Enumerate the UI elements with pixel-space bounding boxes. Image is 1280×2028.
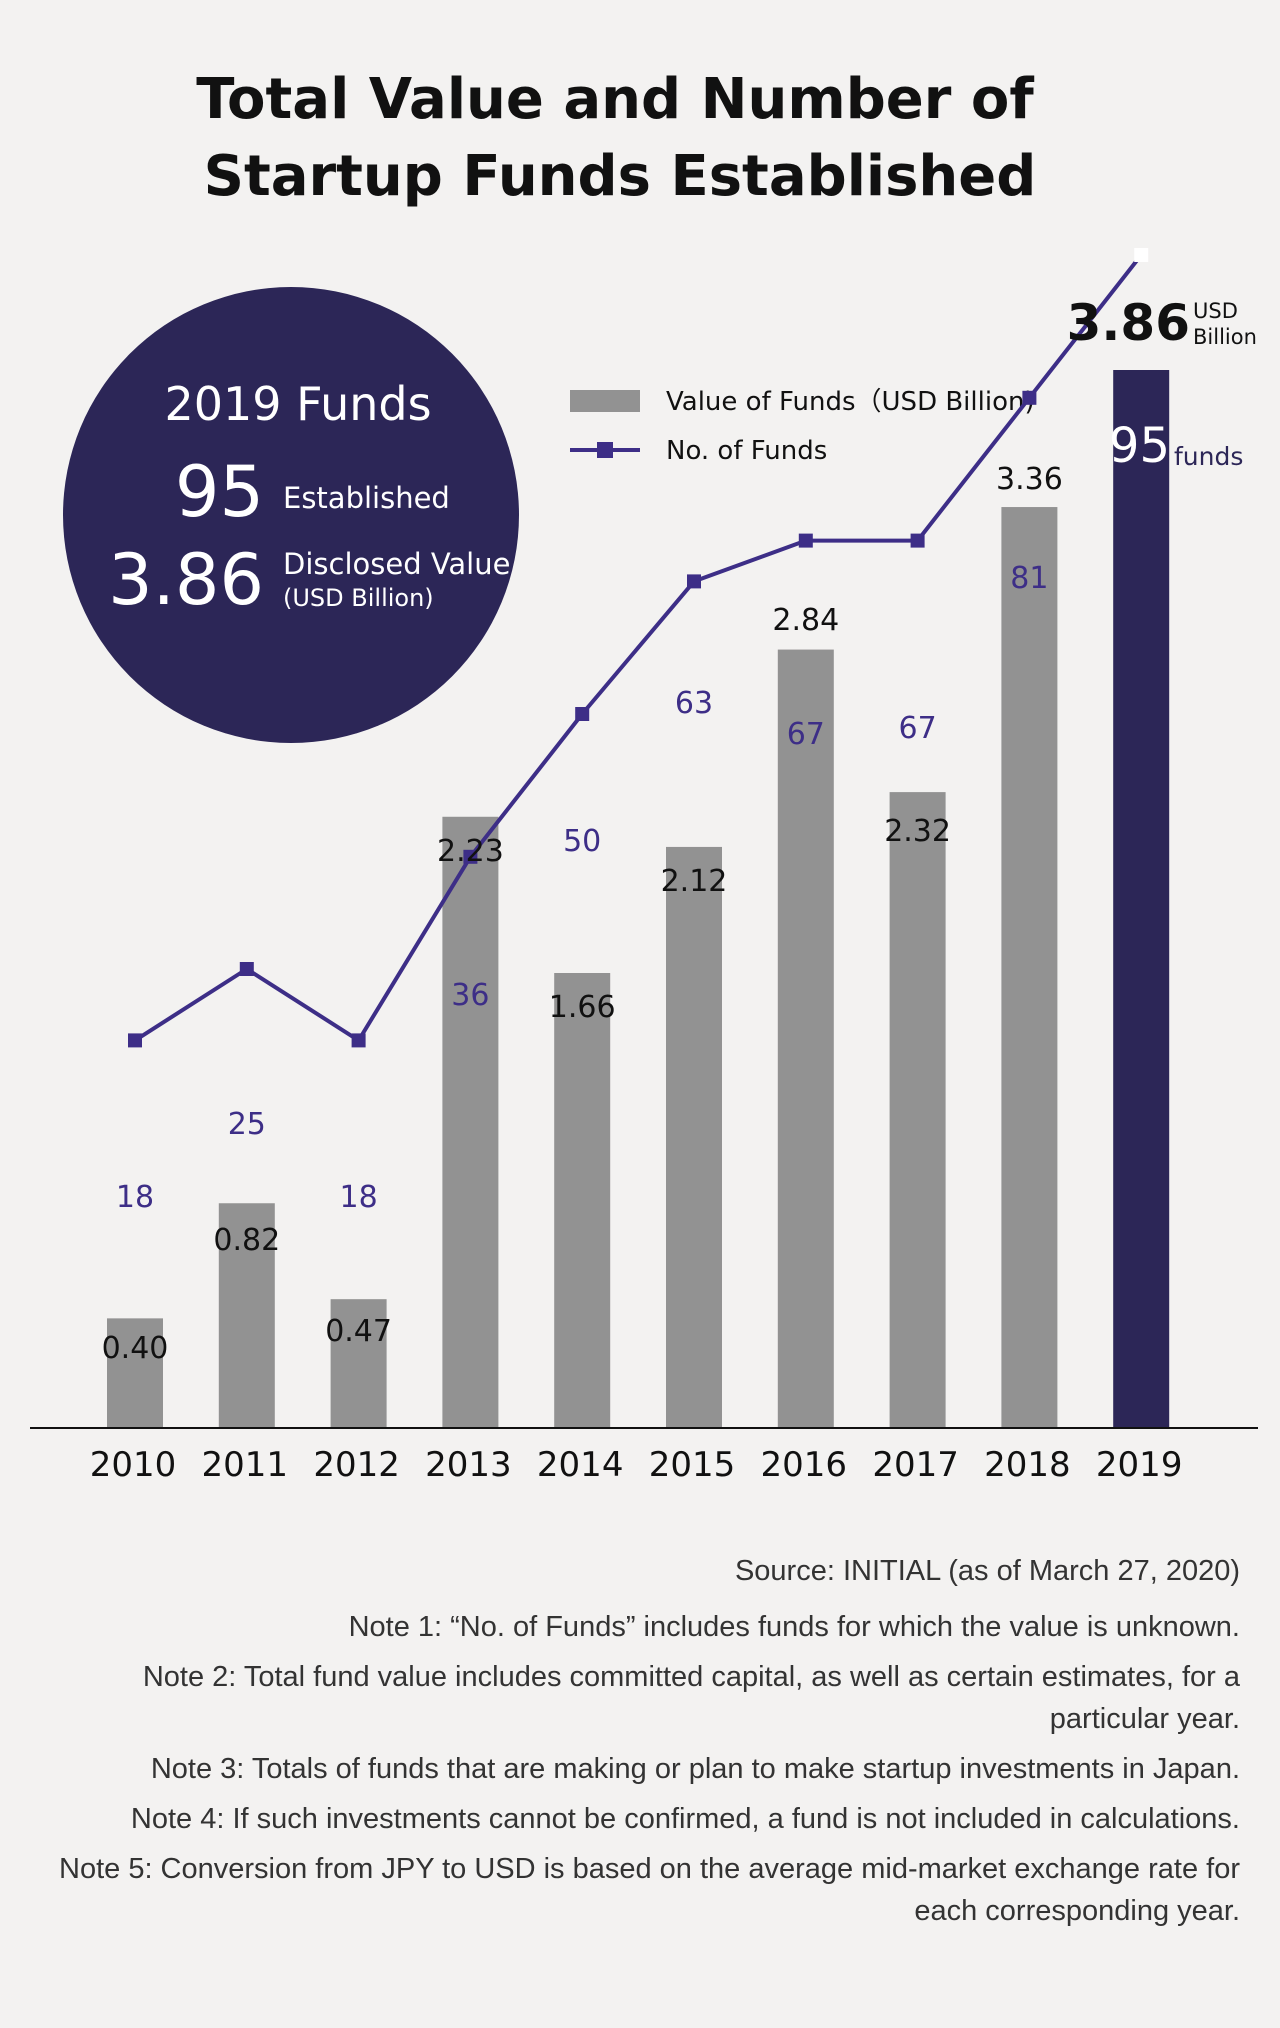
x-tick-2011: 2011 [202, 1445, 289, 1485]
last-point-unit: funds [1174, 442, 1243, 471]
x-tick-2019: 2019 [1096, 1445, 1183, 1485]
chart-title-line2: Startup Funds Established [204, 144, 1037, 209]
line-label-2018: 81 [1010, 561, 1048, 596]
last-bar-unit-line1: USD [1193, 299, 1238, 323]
bar-2010 [107, 1318, 163, 1428]
bar-2012 [330, 1299, 387, 1428]
bar-label-2011: 0.82 [213, 1223, 280, 1258]
bar-label-2010: 0.40 [102, 1331, 169, 1366]
chart-title-line1: Total Value and Number of [196, 67, 1034, 132]
x-tick-2017: 2017 [872, 1445, 959, 1485]
x-tick-2014: 2014 [537, 1445, 624, 1485]
note-1: Note 1: “No. of Funds” includes funds fo… [348, 1611, 1240, 1643]
bar-2016 [777, 649, 834, 1428]
bar-label-2016: 2.84 [772, 603, 839, 638]
legend-line-marker [597, 442, 613, 458]
legend-bar-label: Value of Funds（USD Billion) [666, 387, 1035, 417]
bar-2013 [442, 816, 499, 1428]
legend-line-label: No. of Funds [666, 436, 827, 466]
funds-marker-2017 [910, 533, 925, 548]
funds-marker-2012 [351, 1033, 366, 1048]
highlight-heading: 2019 Funds [164, 377, 431, 431]
funds-marker-2015 [687, 574, 701, 589]
funds-marker-2014 [575, 707, 590, 721]
funds-marker-2011 [239, 962, 254, 976]
line-label-2010: 18 [116, 1180, 154, 1215]
bar-2011 [218, 1203, 275, 1428]
x-tick-2013: 2013 [425, 1445, 512, 1485]
labels-layer: 0.40 0.82 0.47 2.23 1.66 2.12 2.84 2.32 3.36 3.86… [90, 294, 1190, 1485]
bar-label-2019: 3.86 [1067, 294, 1190, 352]
funds-marker-2016 [798, 533, 813, 548]
bars-layer [107, 370, 1170, 1428]
bar-2017 [889, 792, 946, 1428]
line-label-2014: 50 [563, 824, 601, 859]
bar-2018 [1001, 507, 1058, 1428]
highlight-value-label: Disclosed Value [283, 547, 510, 581]
funds-marker-2010 [128, 1033, 142, 1048]
line-label-2011: 25 [228, 1107, 266, 1142]
funds-count-line [133, 253, 1143, 1043]
x-tick-2015: 2015 [649, 1445, 736, 1485]
highlight-circle-group: 2019 Funds 95 Established 3.86 Disclosed… [63, 287, 519, 743]
line-layer [128, 248, 1149, 1048]
highlight-value-unit: (USD Billion) [283, 584, 434, 612]
note-2: Note 2: Total fund value includes commit… [142, 1661, 1240, 1735]
bar-label-2018: 3.36 [996, 462, 1063, 497]
notes: Source: INITIAL (as of March 27, 2020) N… [20, 1550, 1240, 1940]
source-note: Source: INITIAL (as of March 27, 2020) [734, 1555, 1240, 1587]
line-label-2013: 36 [451, 978, 489, 1013]
bar-label-2017: 2.32 [884, 814, 951, 849]
funds-marker-2013 [463, 849, 478, 864]
note-4: Note 4: If such investments cannot be co… [130, 1803, 1240, 1835]
funds-marker-2018 [1022, 390, 1037, 405]
line-label-2019: 95 [1109, 418, 1170, 474]
x-tick-2016: 2016 [761, 1445, 848, 1485]
bar-label-2013: 2.23 [437, 834, 504, 869]
highlight-value: 3.86 [108, 539, 264, 621]
x-tick-2010: 2010 [90, 1445, 177, 1485]
line-label-2017: 67 [899, 711, 937, 746]
note-5: Note 5: Conversion from JPY to USD is ba… [59, 1853, 1240, 1927]
note-3: Note 3: Totals of funds that are making … [150, 1753, 1240, 1785]
line-label-2012: 18 [340, 1180, 378, 1215]
bar-label-2012: 0.47 [325, 1314, 392, 1349]
line-label-2015: 63 [675, 686, 713, 721]
bar-2019 [1113, 370, 1170, 1428]
bar-2015 [666, 846, 722, 1428]
line-label-2016: 67 [787, 717, 825, 752]
highlight-circle [63, 287, 519, 743]
funds-marker-2019 [1134, 248, 1149, 262]
bar-label-2014: 1.66 [549, 990, 616, 1025]
highlight-count-label: Established [283, 481, 450, 515]
bar-2014 [554, 973, 611, 1428]
legend-bar-swatch [570, 390, 640, 412]
x-tick-2018: 2018 [984, 1445, 1071, 1485]
bar-label-2015: 2.12 [661, 864, 728, 899]
legend: Value of Funds（USD Billion) No. of Funds [570, 387, 1035, 466]
last-bar-unit-line2: Billion [1193, 325, 1257, 349]
highlight-count: 95 [175, 451, 264, 533]
x-tick-2012: 2012 [313, 1445, 400, 1485]
